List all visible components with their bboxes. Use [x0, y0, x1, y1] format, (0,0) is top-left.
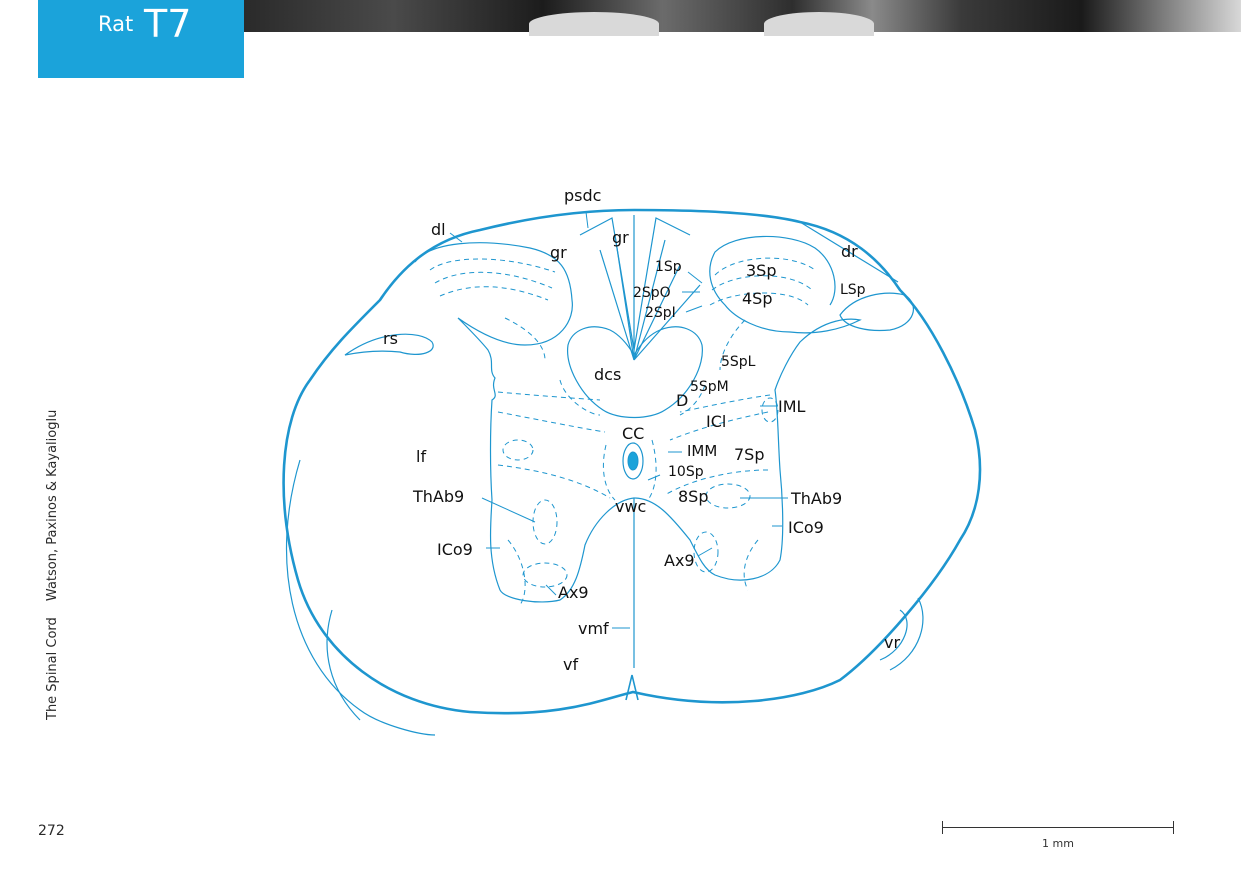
label-2spi: 2SpI [645, 305, 676, 321]
label-lf: lf [416, 447, 426, 466]
label-1sp: 1Sp [655, 259, 682, 275]
label-ico9-left: ICo9 [437, 540, 473, 559]
label-thab9-left: ThAb9 [412, 487, 464, 506]
section-photo-strip [244, 0, 1241, 36]
label-dl: dl [431, 220, 446, 239]
label-vf: vf [563, 655, 578, 674]
level-label: T7 [144, 2, 192, 46]
species-label: Rat [98, 12, 134, 36]
label-vwc: vwc [615, 497, 646, 516]
label-gr-left: gr [550, 243, 567, 262]
label-dcs: dcs [594, 365, 621, 384]
label-5spm: 5SpM [690, 379, 729, 395]
label-vr: vr [884, 633, 900, 652]
label-3sp: 3Sp [746, 261, 777, 280]
label-8sp: 8Sp [678, 487, 709, 506]
label-2spo: 2SpO [633, 285, 671, 301]
label-ax9-right: Ax9 [664, 551, 695, 570]
label-ico9-right: ICo9 [788, 518, 824, 537]
label-lsp: LSp [840, 282, 866, 298]
scale-bar: 1 mm [942, 821, 1174, 850]
label-4sp: 4Sp [742, 289, 773, 308]
label-10sp: 10Sp [668, 464, 704, 480]
label-gr-mid: gr [612, 228, 629, 247]
label-icl: ICl [706, 412, 726, 431]
label-cc: CC [622, 424, 644, 443]
label-vmf: vmf [578, 619, 609, 638]
label-rs: rs [383, 329, 398, 348]
level-tab: Rat T7 [38, 0, 244, 78]
label-5spl: 5SpL [721, 354, 756, 370]
label-iml: IML [778, 397, 806, 416]
label-ax9-left: Ax9 [558, 583, 589, 602]
label-7sp: 7Sp [734, 445, 765, 464]
gray-matter-outline [414, 235, 862, 603]
page-number: 272 [38, 823, 65, 839]
scale-bar-label: 1 mm [1042, 837, 1074, 850]
cord-outline [282, 208, 982, 715]
label-imm: IMM [687, 442, 717, 460]
label-thab9-right: ThAb9 [790, 489, 842, 508]
label-d: D [676, 391, 688, 410]
label-dr: dr [841, 242, 858, 261]
label-psdc: psdc [564, 186, 601, 205]
central-canal [627, 451, 639, 471]
